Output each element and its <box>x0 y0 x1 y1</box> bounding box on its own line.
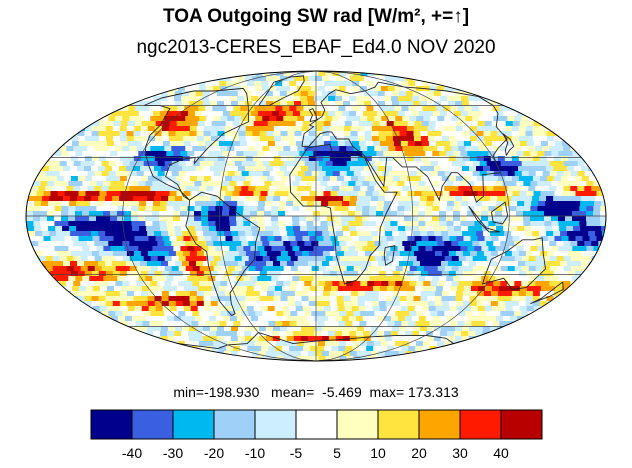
colorbar-box <box>254 409 297 440</box>
colorbar-tick-label: -40 <box>122 445 142 461</box>
globe-outline <box>25 70 607 362</box>
colorbar-tick-label: -30 <box>163 445 183 461</box>
plot-title: TOA Outgoing SW rad [W/m², +=↑] <box>162 6 470 27</box>
plot-subtitle: ngc2013-CERES_EBAF_Ed4.0 NOV 2020 <box>136 37 496 58</box>
stat-min: -198.930 <box>204 384 260 400</box>
colorbar-tick-label: -20 <box>204 445 224 461</box>
colorbar-box <box>377 409 420 440</box>
colorbar-tick-label: 40 <box>493 445 509 461</box>
global-map <box>25 70 607 362</box>
colorbar-tick-label: 5 <box>333 445 341 461</box>
colorbar-box <box>295 409 338 440</box>
graticule <box>26 71 606 361</box>
colorbar-box <box>418 409 461 440</box>
colorbar-box <box>131 409 174 440</box>
colorbar-tick-label: -10 <box>245 445 265 461</box>
colorbar-box <box>336 409 379 440</box>
colorbar-tick-label: -5 <box>290 445 303 461</box>
colorbar-tick-label: 10 <box>370 445 386 461</box>
colorbar-box <box>172 409 215 440</box>
stat-max: 173.313 <box>408 384 459 400</box>
colorbar-tick-label: 20 <box>411 445 427 461</box>
colorbar-box <box>90 409 133 440</box>
colorbar-box <box>459 409 502 440</box>
stat-mean: -5.469 <box>322 384 362 400</box>
colorbar-tick-label: 30 <box>452 445 468 461</box>
colorbar-box <box>213 409 256 440</box>
stats-line: min=-198.930 mean= -5.469 max= 173.313 <box>173 384 459 400</box>
colorbar-box <box>500 409 543 440</box>
